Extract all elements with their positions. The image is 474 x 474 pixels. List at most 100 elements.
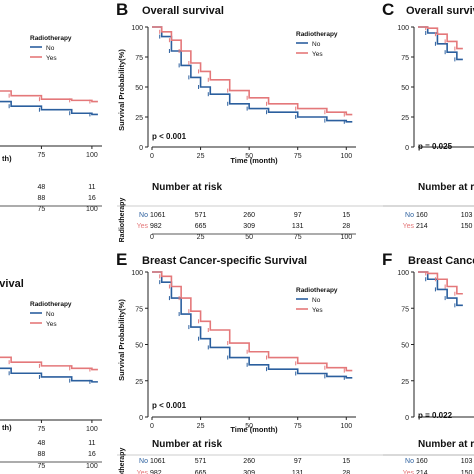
risk-value: 97 bbox=[294, 212, 302, 219]
risk-row-label-yes: Yes bbox=[137, 470, 149, 474]
risk-value: 150 bbox=[461, 470, 473, 474]
legend-label-yes: Yes bbox=[312, 307, 323, 314]
risk-value: 103 bbox=[461, 458, 473, 465]
risk-value: 982 bbox=[150, 223, 162, 230]
km-curve-yes bbox=[418, 271, 463, 295]
risk-table-title: Number at risk bbox=[152, 182, 222, 193]
km-curve-yes bbox=[0, 90, 98, 103]
risk-value: 11 bbox=[88, 440, 95, 447]
panel-title: Breast Cancer- bbox=[408, 255, 474, 267]
km-curve-no bbox=[418, 26, 463, 61]
y-axis-label: Survival Probability(%) bbox=[117, 49, 126, 131]
x-axis-label: Time (month) bbox=[230, 156, 278, 165]
risk-tick-label: 25 bbox=[197, 234, 205, 241]
risk-row-label-no: No bbox=[139, 212, 148, 219]
risk-value: 16 bbox=[88, 195, 96, 202]
risk-table-ylabel: Radiotherapy bbox=[119, 198, 126, 243]
y-tick-label: 100 bbox=[397, 25, 409, 32]
y-tick-label: 0 bbox=[405, 415, 409, 422]
legend-label-no: No bbox=[312, 297, 321, 304]
risk-table-title: Number at risk bbox=[152, 439, 222, 450]
p-value: p < 0.001 bbox=[152, 401, 187, 410]
panel-title: Overall surviva bbox=[406, 5, 474, 17]
p-value: p = 0.025 bbox=[418, 142, 453, 151]
km-curve-yes bbox=[418, 26, 463, 50]
legend-title: Radiotherapy bbox=[30, 35, 72, 42]
risk-value: 571 bbox=[195, 212, 207, 219]
risk-value: 214 bbox=[416, 470, 428, 474]
risk-tick-label: 75 bbox=[38, 463, 46, 470]
y-tick-label: 0 bbox=[139, 415, 143, 422]
y-tick-label: 75 bbox=[135, 55, 143, 62]
risk-tick-label: 100 bbox=[340, 234, 352, 241]
risk-value: 665 bbox=[195, 470, 207, 474]
risk-tick-label: 100 bbox=[86, 463, 98, 470]
km-curve-yes bbox=[0, 356, 98, 371]
risk-value: 214 bbox=[416, 223, 428, 230]
y-tick-label: 75 bbox=[135, 306, 143, 313]
y-tick-label: 25 bbox=[401, 115, 409, 122]
legend-title: Radiotherapy bbox=[30, 301, 72, 308]
km-curve-no bbox=[152, 271, 353, 379]
y-tick-label: 100 bbox=[131, 25, 143, 32]
risk-tick-label: 0 bbox=[150, 234, 154, 241]
risk-value: 309 bbox=[243, 223, 255, 230]
km-panel-4: rvival 75 100 th) Radiotherapy No Yes 48 11 88 16 7… bbox=[0, 278, 102, 470]
risk-value: 131 bbox=[292, 470, 304, 474]
risk-value: 260 bbox=[243, 458, 255, 465]
panel-title: Breast Cancer-specific Survival bbox=[142, 255, 307, 267]
risk-value: 28 bbox=[342, 223, 350, 230]
x-tick-label: 25 bbox=[197, 423, 205, 430]
risk-row-label-yes: Yes bbox=[403, 470, 415, 474]
y-tick-label: 75 bbox=[401, 55, 409, 62]
y-tick-label: 75 bbox=[401, 306, 409, 313]
km-panel-5: E Breast Cancer-specific Survival 0 25 50 75 1… bbox=[116, 250, 474, 474]
x-tick-label: 75 bbox=[294, 153, 302, 160]
y-tick-label: 25 bbox=[135, 115, 143, 122]
panel-title: rvival bbox=[0, 278, 24, 290]
risk-value: 1061 bbox=[150, 212, 166, 219]
y-tick-label: 50 bbox=[135, 85, 143, 92]
y-tick-label: 100 bbox=[397, 270, 409, 277]
x-tick-label: 25 bbox=[197, 153, 205, 160]
km-curve-yes bbox=[152, 26, 353, 116]
risk-value: 571 bbox=[195, 458, 207, 465]
risk-value: 150 bbox=[461, 223, 473, 230]
risk-value: 160 bbox=[416, 212, 428, 219]
risk-value: 15 bbox=[342, 458, 350, 465]
risk-table-ylabel: Radiotherapy bbox=[119, 448, 126, 474]
risk-tick-label: 100 bbox=[86, 206, 98, 213]
risk-value: 88 bbox=[38, 451, 46, 458]
risk-row-label-no: No bbox=[139, 458, 148, 465]
x-tick-label: 75 bbox=[294, 423, 302, 430]
risk-value: 11 bbox=[88, 184, 95, 191]
x-tick-label: 100 bbox=[340, 153, 352, 160]
p-value: p < 0.001 bbox=[152, 132, 187, 141]
x-axis-label: th) bbox=[2, 423, 12, 432]
risk-value: 309 bbox=[243, 470, 255, 474]
risk-value: 103 bbox=[461, 212, 473, 219]
km-curve-no bbox=[152, 26, 353, 123]
y-tick-label: 50 bbox=[401, 85, 409, 92]
y-tick-label: 50 bbox=[135, 343, 143, 350]
legend-label-no: No bbox=[312, 41, 321, 48]
x-tick-label: 0 bbox=[150, 153, 154, 160]
km-curve-no bbox=[418, 271, 463, 307]
p-value: p = 0.022 bbox=[418, 411, 453, 420]
panel-title: Overall survival bbox=[142, 5, 224, 17]
y-axis-label: Survival Probability(%) bbox=[117, 299, 126, 381]
risk-row-label-yes: Yes bbox=[137, 223, 149, 230]
legend-title: Radiotherapy bbox=[296, 31, 338, 38]
panel-letter: E bbox=[116, 250, 127, 269]
y-tick-label: 50 bbox=[401, 343, 409, 350]
km-curve-no bbox=[0, 367, 98, 383]
x-axis-label: Time (month) bbox=[230, 425, 278, 434]
legend-label-no: No bbox=[46, 45, 55, 52]
panel-letter: F bbox=[382, 250, 392, 269]
risk-value: 48 bbox=[38, 184, 46, 191]
km-curve-yes bbox=[152, 271, 353, 372]
legend-label-no: No bbox=[46, 311, 55, 318]
x-tick-label: 50 bbox=[245, 423, 253, 430]
risk-value: 97 bbox=[294, 458, 302, 465]
